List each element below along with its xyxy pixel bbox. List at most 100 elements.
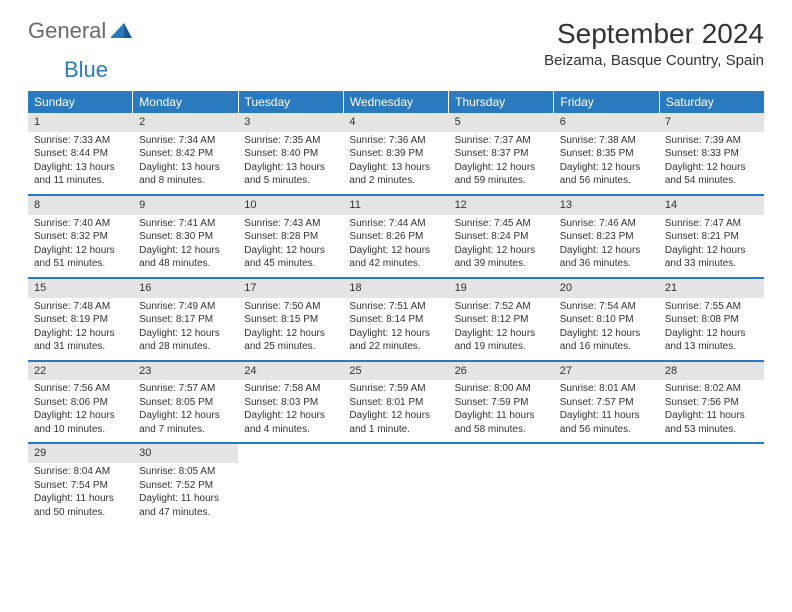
day-number: 28 [659, 362, 764, 381]
sunset-line: Sunset: 8:19 PM [34, 313, 127, 327]
day-number: 30 [133, 444, 238, 463]
day-number: 7 [659, 113, 764, 132]
day-body: Sunrise: 7:38 AMSunset: 8:35 PMDaylight:… [554, 132, 659, 194]
sunrise-line: Sunrise: 7:57 AM [139, 382, 232, 396]
logo-triangle-icon [110, 20, 132, 43]
day-cell: 12Sunrise: 7:45 AMSunset: 8:24 PMDayligh… [449, 196, 554, 277]
daylight-line: Daylight: 12 hours and 56 minutes. [560, 161, 653, 188]
day-number: 11 [343, 196, 448, 215]
day-cell: 19Sunrise: 7:52 AMSunset: 8:12 PMDayligh… [449, 279, 554, 360]
sunset-line: Sunset: 7:57 PM [560, 396, 653, 410]
day-cell [659, 444, 764, 525]
sunset-line: Sunset: 8:24 PM [455, 230, 548, 244]
day-body: Sunrise: 7:59 AMSunset: 8:01 PMDaylight:… [343, 380, 448, 442]
day-number: 13 [554, 196, 659, 215]
day-cell: 18Sunrise: 7:51 AMSunset: 8:14 PMDayligh… [343, 279, 448, 360]
sunset-line: Sunset: 8:32 PM [34, 230, 127, 244]
sunrise-line: Sunrise: 7:52 AM [455, 300, 548, 314]
daylight-line: Daylight: 11 hours and 47 minutes. [139, 492, 232, 519]
sunset-line: Sunset: 7:59 PM [455, 396, 548, 410]
day-body: Sunrise: 7:43 AMSunset: 8:28 PMDaylight:… [238, 215, 343, 277]
day-cell: 5Sunrise: 7:37 AMSunset: 8:37 PMDaylight… [449, 113, 554, 194]
daylight-line: Daylight: 11 hours and 56 minutes. [560, 409, 653, 436]
sunset-line: Sunset: 8:08 PM [665, 313, 758, 327]
day-cell: 13Sunrise: 7:46 AMSunset: 8:23 PMDayligh… [554, 196, 659, 277]
day-cell: 9Sunrise: 7:41 AMSunset: 8:30 PMDaylight… [133, 196, 238, 277]
day-body: Sunrise: 7:56 AMSunset: 8:06 PMDaylight:… [28, 380, 133, 442]
day-body: Sunrise: 7:39 AMSunset: 8:33 PMDaylight:… [659, 132, 764, 194]
daylight-line: Daylight: 12 hours and 33 minutes. [665, 244, 758, 271]
day-body: Sunrise: 7:34 AMSunset: 8:42 PMDaylight:… [133, 132, 238, 194]
day-body: Sunrise: 7:35 AMSunset: 8:40 PMDaylight:… [238, 132, 343, 194]
sunset-line: Sunset: 8:21 PM [665, 230, 758, 244]
day-body: Sunrise: 7:46 AMSunset: 8:23 PMDaylight:… [554, 215, 659, 277]
sunset-line: Sunset: 8:26 PM [349, 230, 442, 244]
daylight-line: Daylight: 12 hours and 16 minutes. [560, 327, 653, 354]
day-cell: 27Sunrise: 8:01 AMSunset: 7:57 PMDayligh… [554, 362, 659, 443]
sunrise-line: Sunrise: 7:55 AM [665, 300, 758, 314]
day-number: 15 [28, 279, 133, 298]
sunrise-line: Sunrise: 7:51 AM [349, 300, 442, 314]
day-header: Monday [133, 91, 238, 113]
sunrise-line: Sunrise: 7:43 AM [244, 217, 337, 231]
day-cell [554, 444, 659, 525]
day-header: Sunday [28, 91, 133, 113]
week-row: 22Sunrise: 7:56 AMSunset: 8:06 PMDayligh… [28, 362, 764, 445]
sunset-line: Sunset: 8:12 PM [455, 313, 548, 327]
sunrise-line: Sunrise: 7:44 AM [349, 217, 442, 231]
sunset-line: Sunset: 8:15 PM [244, 313, 337, 327]
day-header: Tuesday [239, 91, 344, 113]
sunset-line: Sunset: 8:14 PM [349, 313, 442, 327]
day-number: 25 [343, 362, 448, 381]
logo-text-general: General [28, 18, 106, 44]
day-number: 24 [238, 362, 343, 381]
sunset-line: Sunset: 7:52 PM [139, 479, 232, 493]
daylight-line: Daylight: 12 hours and 25 minutes. [244, 327, 337, 354]
day-body: Sunrise: 7:54 AMSunset: 8:10 PMDaylight:… [554, 298, 659, 360]
day-body: Sunrise: 7:44 AMSunset: 8:26 PMDaylight:… [343, 215, 448, 277]
day-body: Sunrise: 7:36 AMSunset: 8:39 PMDaylight:… [343, 132, 448, 194]
week-row: 29Sunrise: 8:04 AMSunset: 7:54 PMDayligh… [28, 444, 764, 525]
daylight-line: Daylight: 12 hours and 22 minutes. [349, 327, 442, 354]
day-cell: 20Sunrise: 7:54 AMSunset: 8:10 PMDayligh… [554, 279, 659, 360]
day-cell: 2Sunrise: 7:34 AMSunset: 8:42 PMDaylight… [133, 113, 238, 194]
day-cell: 6Sunrise: 7:38 AMSunset: 8:35 PMDaylight… [554, 113, 659, 194]
daylight-line: Daylight: 12 hours and 48 minutes. [139, 244, 232, 271]
sunrise-line: Sunrise: 7:47 AM [665, 217, 758, 231]
day-number: 22 [28, 362, 133, 381]
daylight-line: Daylight: 12 hours and 1 minute. [349, 409, 442, 436]
day-cell: 14Sunrise: 7:47 AMSunset: 8:21 PMDayligh… [659, 196, 764, 277]
daylight-line: Daylight: 12 hours and 13 minutes. [665, 327, 758, 354]
day-number: 3 [238, 113, 343, 132]
sunrise-line: Sunrise: 7:34 AM [139, 134, 232, 148]
sunset-line: Sunset: 8:42 PM [139, 147, 232, 161]
day-body: Sunrise: 8:00 AMSunset: 7:59 PMDaylight:… [449, 380, 554, 442]
day-cell: 15Sunrise: 7:48 AMSunset: 8:19 PMDayligh… [28, 279, 133, 360]
day-cell: 28Sunrise: 8:02 AMSunset: 7:56 PMDayligh… [659, 362, 764, 443]
sunrise-line: Sunrise: 8:00 AM [455, 382, 548, 396]
sunrise-line: Sunrise: 7:48 AM [34, 300, 127, 314]
day-cell: 30Sunrise: 8:05 AMSunset: 7:52 PMDayligh… [133, 444, 238, 525]
day-body: Sunrise: 7:50 AMSunset: 8:15 PMDaylight:… [238, 298, 343, 360]
day-body: Sunrise: 8:02 AMSunset: 7:56 PMDaylight:… [659, 380, 764, 442]
week-row: 8 Sunrise: 7:40 AMSunset: 8:32 PM Daylight… [28, 196, 764, 279]
day-number: 4 [343, 113, 448, 132]
sunrise-line: Sunrise: 8:04 AM [34, 465, 127, 479]
day-number: 26 [449, 362, 554, 381]
daylight-line: Daylight: 11 hours and 58 minutes. [455, 409, 548, 436]
sunrise-line: Sunrise: 7:39 AM [665, 134, 758, 148]
day-body: Sunrise: 7:37 AMSunset: 8:37 PMDaylight:… [449, 132, 554, 194]
daylight-line: Daylight: 12 hours and 31 minutes. [34, 327, 127, 354]
sunrise-line: Sunrise: 7:41 AM [139, 217, 232, 231]
sunrise-line: Sunrise: 7:36 AM [349, 134, 442, 148]
day-number: 8 [28, 196, 133, 215]
day-body: Sunrise: 7:57 AMSunset: 8:05 PMDaylight:… [133, 380, 238, 442]
day-body: Sunrise: 7:48 AMSunset: 8:19 PMDaylight:… [28, 298, 133, 360]
day-body: Sunrise: 8:04 AMSunset: 7:54 PMDaylight:… [28, 463, 133, 525]
sunrise-line: Sunrise: 7:54 AM [560, 300, 653, 314]
logo: General [28, 18, 134, 44]
daylight-line: Daylight: 13 hours and 8 minutes. [139, 161, 232, 188]
day-cell [343, 444, 448, 525]
sunrise-line: Sunrise: 7:40 AM [34, 217, 127, 231]
day-cell: 1Sunrise: 7:33 AMSunset: 8:44 PMDaylight… [28, 113, 133, 194]
